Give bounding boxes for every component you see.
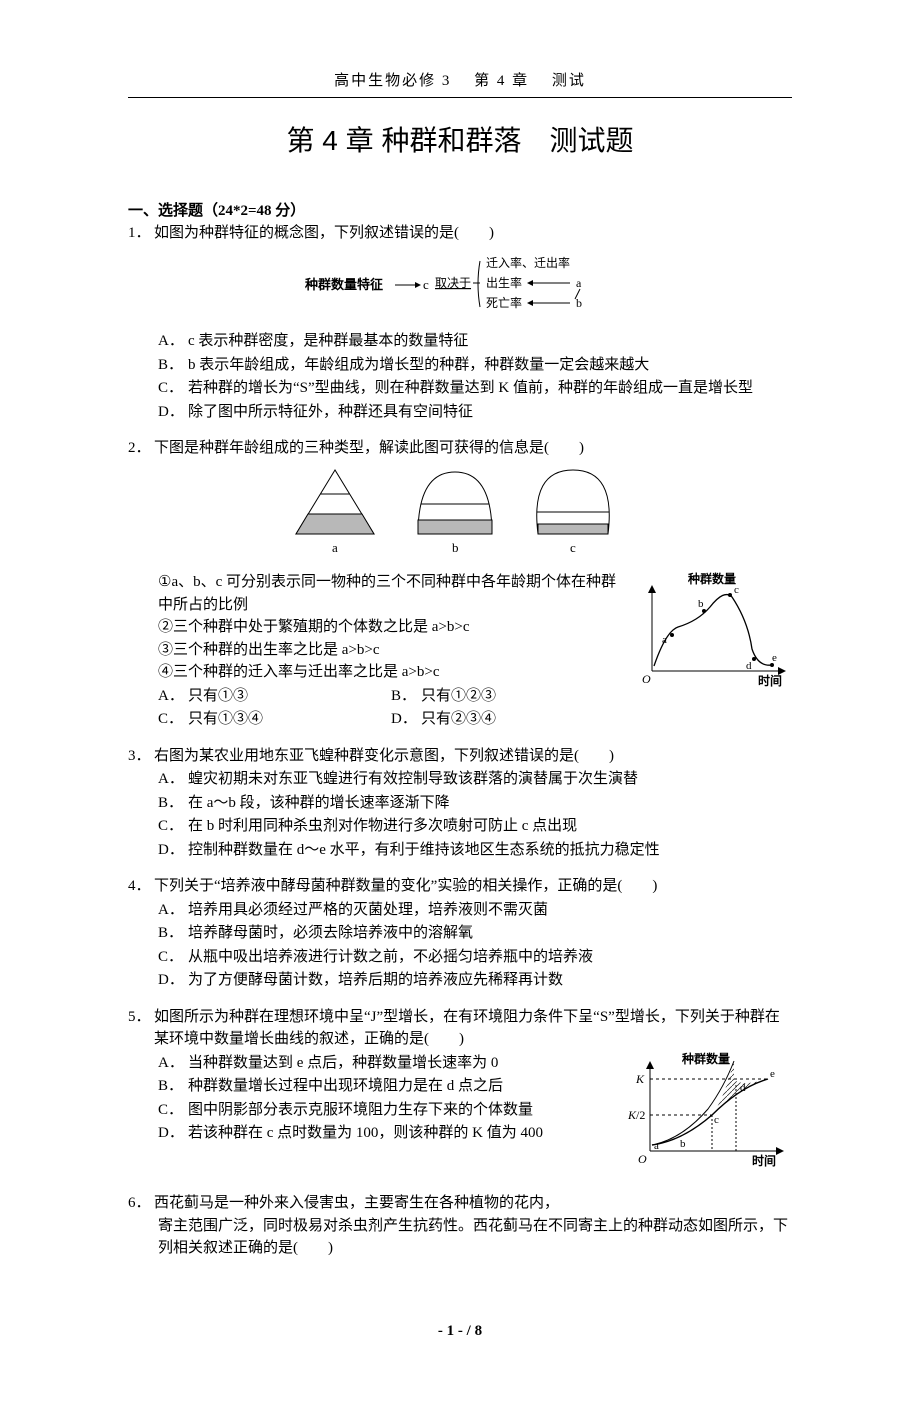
question-4: 4． 下列关于“培养液中酵母菌种群数量的变化”实验的相关操作，正确的是( ) A…	[128, 875, 792, 992]
q-stem: 右图为某农业用地东亚飞蝗种群变化示意图，下列叙述错误的是( )	[154, 745, 792, 768]
q-number: 5．	[128, 1006, 154, 1051]
page-title: 第 4 章 种群和群落 测试题	[128, 120, 792, 162]
q-stem-line1: 西花蓟马是一种外来入侵害虫，主要寄生在各种植物的花内，	[154, 1192, 792, 1215]
opt-text: 种群数量增长过程中出现环境阻力是在 d 点之后	[188, 1075, 614, 1098]
q-number: 2．	[128, 437, 154, 460]
opt-letter: C．	[158, 708, 188, 731]
opt-letter: B．	[158, 354, 188, 377]
q-number: 1．	[128, 222, 154, 245]
question-5: 5． 如图所示为种群在理想环境中呈“J”型增长，在有环境阻力条件下呈“S”型增长…	[128, 1006, 792, 1179]
diagram-label: 迁入率、迁出率	[486, 255, 570, 270]
opt-text: 控制种群数量在 d～e 水平，有利于维持该地区生态系统的抵抗力稳定性	[188, 839, 792, 862]
opt-text: 除了图中所示特征外，种群还具有空间特征	[188, 401, 792, 424]
opt-letter: A．	[158, 685, 188, 708]
diagram-label: 取决于	[435, 276, 471, 290]
graph-pt: c	[714, 1114, 719, 1126]
axis-origin: O	[642, 672, 651, 686]
q-number: 3．	[128, 745, 154, 768]
q-number: 6．	[128, 1192, 154, 1215]
axis-origin: O	[638, 1152, 647, 1166]
graph-pt: d	[746, 660, 752, 672]
graph-pt: d	[740, 1082, 746, 1094]
opt-letter: A．	[158, 1052, 188, 1075]
section-heading: 一、选择题（24*2=48 分）	[128, 200, 792, 223]
page: 高中生物必修 3 第 4 章 测试 第 4 章 种群和群落 测试题 一、选择题（…	[0, 0, 920, 1402]
page-header: 高中生物必修 3 第 4 章 测试	[128, 70, 792, 98]
q-stem: 如图所示为种群在理想环境中呈“J”型增长，在有环境阻力条件下呈“S”型增长，下列…	[154, 1006, 792, 1051]
axis-tick: K	[635, 1072, 645, 1086]
opt-letter: D．	[158, 839, 188, 862]
page-footer: - 1 - / 8	[128, 1320, 792, 1343]
q-stem: 下图是种群年龄组成的三种类型，解读此图可获得的信息是( )	[154, 437, 792, 460]
q2-pyramids: a b c	[128, 464, 792, 568]
opt-letter: C．	[158, 815, 188, 838]
pyramid-label: b	[452, 540, 459, 555]
question-2: 2． 下图是种群年龄组成的三种类型，解读此图可获得的信息是( ) a b	[128, 437, 792, 731]
question-1: 1． 如图为种群特征的概念图，下列叙述错误的是( ) 种群数量特征 c 取决于 …	[128, 222, 792, 423]
opt-text: 只有①②③	[421, 685, 624, 708]
graph-pt: b	[680, 1138, 686, 1150]
opt-letter: A．	[158, 768, 188, 791]
axis-label: 种群数量	[687, 571, 736, 586]
graph-pt: c	[734, 584, 739, 596]
opt-letter: B．	[158, 1075, 188, 1098]
opt-text: 蝗灾初期未对东亚飞蝗进行有效控制导致该群落的演替属于次生演替	[188, 768, 792, 791]
opt-text: 只有②③④	[421, 708, 624, 731]
opt-letter: B．	[158, 792, 188, 815]
graph-pt: a	[654, 1140, 659, 1152]
opt-letter: D．	[158, 401, 188, 424]
q-stem-line2: 寄主范围广泛，同时极易对杀虫剂产生抗药性。西花蓟马在不同寄主上的种群动态如图所示…	[128, 1215, 792, 1260]
opt-text: 若种群的增长为“S”型曲线，则在种群数量达到 K 值前，种群的年龄组成一直是增长…	[188, 377, 792, 400]
opt-letter: B．	[158, 922, 188, 945]
diagram-label: c	[423, 277, 429, 292]
opt-text: 若该种群在 c 点时数量为 100，则该种群的 K 值为 400	[188, 1122, 614, 1145]
axis-label: 时间	[752, 1153, 776, 1168]
q-stem: 如图为种群特征的概念图，下列叙述错误的是( )	[154, 222, 792, 245]
question-3: 3． 右图为某农业用地东亚飞蝗种群变化示意图，下列叙述错误的是( ) A．蝗灾初…	[128, 745, 792, 862]
graph-pt: e	[770, 1068, 775, 1080]
opt-letter: A．	[158, 899, 188, 922]
q5-graph: 种群数量 O 时间 K K/2 a	[622, 1051, 792, 1179]
opt-text: 培养酵母菌时，必须去除培养液中的溶解氧	[188, 922, 792, 945]
opt-text: 当种群数量达到 e 点后，种群数量增长速率为 0	[188, 1052, 614, 1075]
graph-pt: b	[698, 598, 704, 610]
q-number: 4．	[128, 875, 154, 898]
opt-letter: C．	[158, 1099, 188, 1122]
opt-text: 从瓶中吸出培养液进行计数之前，不必摇匀培养瓶中的培养液	[188, 946, 792, 969]
opt-text: b 表示年龄组成，年龄组成为增长型的种群，种群数量一定会越来越大	[188, 354, 792, 377]
diagram-label: b	[576, 296, 582, 310]
axis-label: 时间	[758, 673, 782, 688]
opt-letter: C．	[158, 946, 188, 969]
diagram-label: 出生率	[486, 275, 522, 290]
diagram-label: a	[576, 276, 582, 290]
q1-diagram: 种群数量特征 c 取决于 迁入率、迁出率 出生率 a 死亡率 b	[128, 249, 792, 327]
diagram-label: 死亡率	[486, 295, 522, 310]
graph-pt: e	[772, 652, 777, 664]
opt-letter: D．	[391, 708, 421, 731]
axis-tick: K/2	[627, 1108, 645, 1122]
opt-text: 在 a～b 段，该种群的增长速率逐渐下降	[188, 792, 792, 815]
opt-text: 为了方便酵母菌计数，培养后期的培养液应先稀释再计数	[188, 969, 792, 992]
opt-text: 培养用具必须经过严格的灭菌处理，培养液则不需灭菌	[188, 899, 792, 922]
diagram-label: 种群数量特征	[304, 277, 383, 292]
graph-pt: a	[662, 634, 667, 646]
pyramid-label: c	[570, 540, 576, 555]
opt-text: 只有①③④	[188, 708, 391, 731]
opt-text: 图中阴影部分表示克服环境阻力生存下来的个体数量	[188, 1099, 614, 1122]
opt-letter: D．	[158, 1122, 188, 1145]
axis-label: 种群数量	[681, 1051, 730, 1066]
opt-text: 在 b 时利用同种杀虫剂对作物进行多次喷射可防止 c 点出现	[188, 815, 792, 838]
q-stem: 下列关于“培养液中酵母菌种群数量的变化”实验的相关操作，正确的是( )	[154, 875, 792, 898]
opt-text: 只有①③	[188, 685, 391, 708]
opt-letter: A．	[158, 330, 188, 353]
opt-text: c 表示种群密度，是种群最基本的数量特征	[188, 330, 792, 353]
opt-letter: D．	[158, 969, 188, 992]
opt-letter: B．	[391, 685, 421, 708]
opt-letter: C．	[158, 377, 188, 400]
question-6: 6． 西花蓟马是一种外来入侵害虫，主要寄生在各种植物的花内， 寄主范围广泛，同时…	[128, 1192, 792, 1260]
q2-side-graph: 种群数量 O 时间 a b c d e	[632, 571, 792, 699]
pyramid-label: a	[332, 540, 338, 555]
